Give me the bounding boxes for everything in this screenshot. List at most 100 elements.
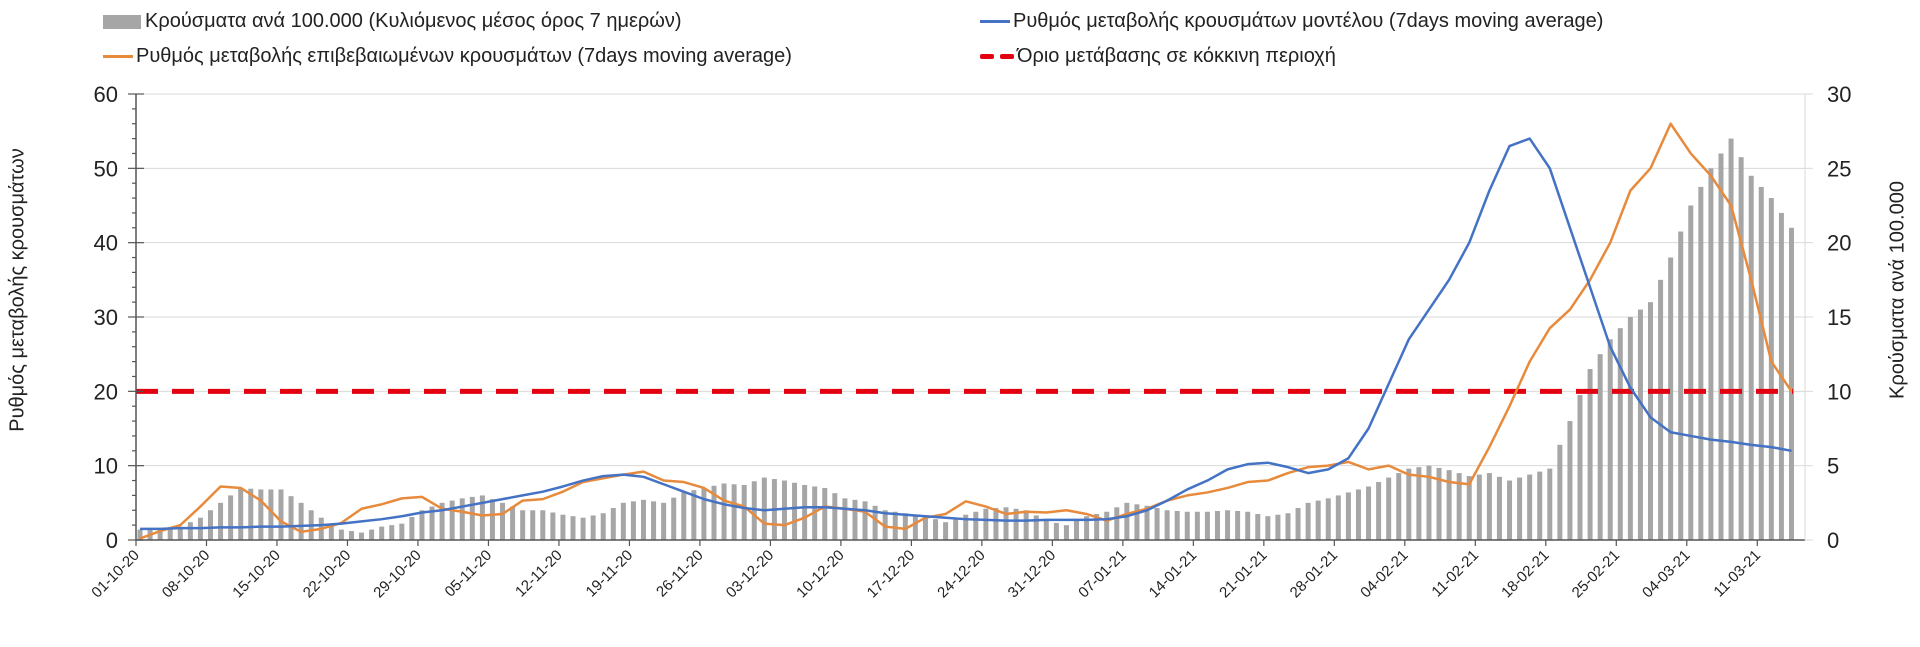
bar xyxy=(1436,467,1442,540)
bar xyxy=(1597,354,1603,540)
bar xyxy=(1708,168,1714,541)
bar xyxy=(1124,502,1130,540)
bar xyxy=(1748,175,1754,540)
x-tick-label: 17-12-20 xyxy=(864,547,918,601)
legend-label: Ρυθμός μεταβολής επιβεβαιωμένων κρουσμάτ… xyxy=(136,45,792,67)
bar xyxy=(701,487,707,540)
legend-item-model-rate: Ρυθμός μεταβολής κρουσμάτων μοντέλου (7d… xyxy=(980,10,1603,33)
legend-item-cases-per-100k: Κρούσματα ανά 100.000 (Κυλιόμενος μέσος … xyxy=(103,10,682,33)
bar xyxy=(278,489,284,540)
bar xyxy=(167,527,173,540)
bar xyxy=(479,495,485,540)
y-left-tick-label: 40 xyxy=(94,231,118,256)
legend-swatch-dash-red xyxy=(980,54,1014,59)
bar xyxy=(1315,500,1321,540)
bar xyxy=(943,522,949,540)
bar xyxy=(218,502,224,540)
bar xyxy=(922,516,928,540)
bar xyxy=(288,496,294,540)
x-tick-label: 05-11-20 xyxy=(442,547,496,601)
bar xyxy=(1396,473,1402,540)
bar xyxy=(379,526,385,540)
x-tick-label: 07-01-21 xyxy=(1075,547,1129,601)
bar xyxy=(338,529,344,540)
bar xyxy=(892,511,898,540)
bar xyxy=(1486,473,1492,540)
bar xyxy=(1154,508,1160,540)
legend-label: Όριο μετάβασης σε κόκκινη περιοχή xyxy=(1017,45,1336,67)
bar xyxy=(1305,502,1311,540)
legend-label: Κρούσματα ανά 100.000 (Κυλιόμενος μέσος … xyxy=(145,10,682,32)
bar xyxy=(1184,511,1190,540)
bar xyxy=(1466,476,1472,540)
bar xyxy=(1658,279,1664,540)
x-tick-labels: 01-10-20 08-10-20 15-10-20 22-10-20 29-10-20… xyxy=(88,547,1764,601)
bar xyxy=(439,502,445,540)
bar xyxy=(187,522,193,540)
bar xyxy=(1003,507,1009,540)
bar xyxy=(449,500,455,540)
x-tick-label: 03-12-20 xyxy=(723,547,777,601)
bar xyxy=(1376,482,1382,540)
bar xyxy=(207,510,213,540)
bar xyxy=(177,526,183,540)
bar xyxy=(1718,153,1724,540)
bar xyxy=(751,481,757,540)
bar xyxy=(963,514,969,540)
bar xyxy=(1074,520,1080,540)
bar xyxy=(500,502,506,540)
gridlines xyxy=(136,93,1805,467)
bar xyxy=(1607,339,1613,540)
bar xyxy=(570,516,576,540)
bar xyxy=(610,508,616,540)
bar xyxy=(1496,476,1502,540)
bar xyxy=(1053,522,1059,540)
bar xyxy=(348,531,354,540)
bar xyxy=(1355,489,1361,540)
x-tick-label: 25-02-21 xyxy=(1569,547,1623,601)
bar xyxy=(1386,477,1392,540)
bar xyxy=(1698,186,1704,540)
bar xyxy=(1648,302,1653,540)
bar xyxy=(258,489,264,540)
bar xyxy=(520,510,526,540)
bar xyxy=(862,501,868,540)
bar xyxy=(1325,498,1331,540)
bar-series xyxy=(137,138,1794,541)
bar xyxy=(399,523,405,540)
bar xyxy=(1446,470,1452,540)
legend-swatch-line-orange xyxy=(103,55,133,58)
bar xyxy=(1094,513,1100,540)
bar xyxy=(761,477,767,540)
bar xyxy=(1255,513,1261,540)
bar xyxy=(1114,507,1120,540)
bar xyxy=(429,506,435,540)
bar xyxy=(993,508,999,540)
bar xyxy=(933,519,939,540)
y-left-tick-label: 10 xyxy=(94,454,118,479)
legend-swatch-line-blue xyxy=(980,20,1010,23)
bar xyxy=(731,484,737,540)
y-left-tick-label: 30 xyxy=(94,305,118,330)
bar xyxy=(1235,511,1241,540)
y-left-tick-label: 60 xyxy=(94,82,118,107)
bar xyxy=(953,518,959,540)
bar xyxy=(912,514,918,540)
line-series xyxy=(139,122,1793,540)
bar xyxy=(1788,227,1794,541)
bar xyxy=(1174,511,1180,540)
bar xyxy=(1738,157,1744,540)
bar xyxy=(781,480,787,540)
bar xyxy=(228,495,234,540)
bar xyxy=(681,492,687,540)
axes xyxy=(128,93,1813,546)
bar xyxy=(389,525,395,540)
x-tick-label: 01-10-20 xyxy=(88,547,142,601)
y-right-tick-label: 30 xyxy=(1827,82,1851,107)
bar xyxy=(1063,525,1069,540)
x-tick-label: 04-02-21 xyxy=(1357,547,1411,601)
bar xyxy=(620,502,626,540)
bar xyxy=(459,498,465,540)
bar xyxy=(1567,421,1573,540)
